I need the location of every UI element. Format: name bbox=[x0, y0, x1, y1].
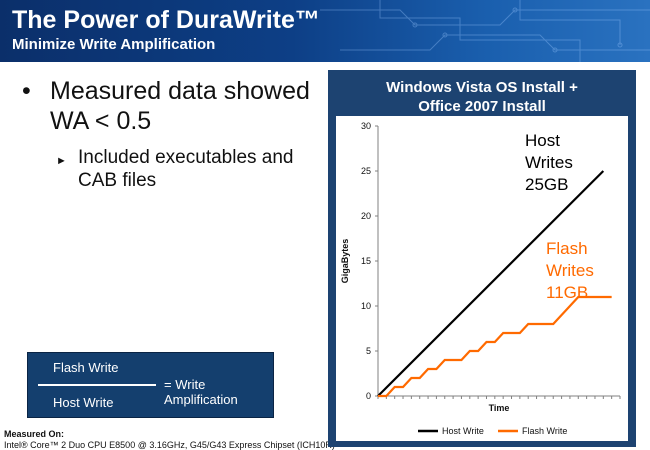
chart-svg: 0 5 10 15 20 25 30 GigaBytes Time Host Writes 25GB F… bbox=[336, 116, 628, 441]
y-tick-label: 30 bbox=[361, 121, 371, 131]
y-axis-label: GigaBytes bbox=[340, 239, 350, 284]
slide-header: The Power of DuraWrite™ Minimize Write A… bbox=[0, 0, 650, 62]
chart-title-line-1: Windows Vista OS Install + bbox=[386, 79, 578, 96]
legend-label: Host Write bbox=[442, 426, 484, 436]
fraction-bar bbox=[38, 384, 156, 386]
y-tick-label: 5 bbox=[366, 346, 371, 356]
formula-box: Flash Write = Write Amplification Host W… bbox=[27, 352, 274, 418]
chart-title-line-2: Office 2007 Install bbox=[418, 98, 546, 115]
x-axis-label: Time bbox=[489, 403, 510, 413]
annotation-host-line: 25GB bbox=[525, 175, 568, 194]
annotation-host-line: Host bbox=[525, 131, 560, 150]
series-line-host-write bbox=[377, 170, 605, 397]
measured-on-label: Measured On: bbox=[4, 429, 65, 439]
annotation-host-line: Writes bbox=[525, 153, 573, 172]
y-tick-label: 15 bbox=[361, 256, 371, 266]
chart-title: Windows Vista OS Install + Office 2007 I… bbox=[328, 78, 636, 116]
legend-label: Flash Write bbox=[522, 426, 567, 436]
formula-result: = Write Amplification bbox=[164, 377, 238, 407]
circuit-decoration bbox=[320, 0, 650, 62]
annotation-flash-line: 11GB bbox=[546, 283, 588, 302]
measured-on-text: Intel® Core™ 2 Duo CPU E8500 @ 3.16GHz, … bbox=[4, 440, 335, 450]
y-tick-label: 25 bbox=[361, 166, 371, 176]
bullet-sub-text: Included executables and CAB files bbox=[78, 147, 294, 191]
y-tick-label: 0 bbox=[366, 391, 371, 401]
y-tick-label: 20 bbox=[361, 211, 371, 221]
formula-numerator: Flash Write bbox=[53, 360, 119, 375]
series-line-flash-write bbox=[378, 295, 612, 398]
chart-card bbox=[336, 116, 628, 441]
chart-panel: Windows Vista OS Install + Office 2007 I… bbox=[328, 70, 636, 447]
annotation-flash-line: Flash bbox=[546, 239, 588, 258]
bullet-main-text: Measured data showed WA < 0.5 bbox=[50, 77, 310, 135]
bullet-arrow-icon: ► bbox=[56, 155, 67, 167]
slide-title: The Power of DuraWrite™ bbox=[12, 6, 320, 34]
annotation-flash-line: Writes bbox=[546, 261, 594, 280]
slide-subtitle: Minimize Write Amplification bbox=[12, 36, 216, 53]
y-tick-label: 10 bbox=[361, 301, 371, 311]
formula-denominator: Host Write bbox=[53, 395, 114, 410]
bullet-dot-icon: • bbox=[22, 77, 31, 105]
